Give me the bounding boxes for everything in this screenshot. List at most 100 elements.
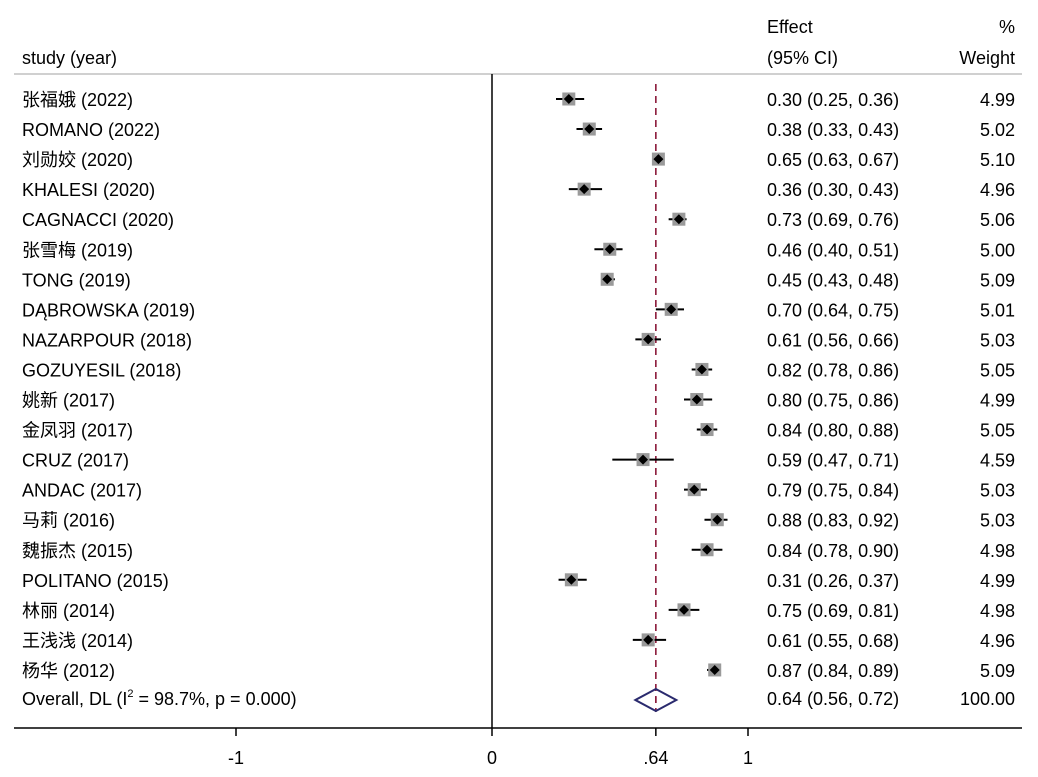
- effect-marker: [666, 304, 677, 315]
- study-row: KHALESI (2020) 0.36 (0.30, 0.43) 4.96: [22, 180, 1015, 200]
- study-label: KHALESI (2020): [22, 180, 155, 200]
- study-row: ANDAC (2017) 0.79 (0.75, 0.84) 5.03: [22, 481, 1015, 501]
- effect-marker: [653, 154, 664, 165]
- effect-marker: [602, 274, 613, 285]
- effect-marker: [563, 94, 574, 104]
- study-row: CAGNACCI (2020) 0.73 (0.69, 0.76) 5.06: [22, 210, 1015, 230]
- study-row: DĄBROWSKA (2019) 0.70 (0.64, 0.75) 5.01: [22, 300, 1015, 320]
- weight-text: 5.03: [980, 481, 1015, 501]
- effect-ci-text: 0.38 (0.33, 0.43): [767, 120, 899, 140]
- study-label: 刘勋姣 (2020): [22, 150, 133, 170]
- effect-ci-text: 0.84 (0.78, 0.90): [767, 541, 899, 561]
- weight-text: 5.02: [980, 120, 1015, 140]
- study-row: 杨华 (2012) 0.87 (0.84, 0.89) 5.09: [22, 661, 1015, 681]
- weight-text: 5.00: [980, 240, 1015, 260]
- x-tick-label: .64: [643, 748, 668, 768]
- overall-weight: 100.00: [960, 689, 1015, 709]
- study-label: NAZARPOUR (2018): [22, 330, 192, 350]
- effect-ci-text: 0.61 (0.55, 0.68): [767, 631, 899, 651]
- x-axis-ticks: -1 0 .64 1: [228, 728, 753, 768]
- effect-marker: [673, 214, 684, 225]
- study-row: 金凤羽 (2017) 0.84 (0.80, 0.88) 5.05: [22, 421, 1015, 441]
- weight-text: 4.98: [980, 541, 1015, 561]
- weight-text: 4.99: [980, 571, 1015, 591]
- study-label: 张福娥 (2022): [22, 90, 133, 110]
- study-label: 魏振杰 (2015): [22, 541, 133, 561]
- study-label: GOZUYESIL (2018): [22, 360, 181, 380]
- weight-text: 5.05: [980, 360, 1015, 380]
- study-row: 林丽 (2014) 0.75 (0.69, 0.81) 4.98: [22, 601, 1015, 621]
- effect-ci-text: 0.79 (0.75, 0.84): [767, 481, 899, 501]
- study-label: DĄBROWSKA (2019): [22, 300, 195, 320]
- study-row: 张福娥 (2022) 0.30 (0.25, 0.36) 4.99: [22, 90, 1015, 110]
- effect-ci-text: 0.82 (0.78, 0.86): [767, 360, 899, 380]
- effect-ci-text: 0.80 (0.75, 0.86): [767, 391, 899, 411]
- study-row: NAZARPOUR (2018) 0.61 (0.56, 0.66) 5.03: [22, 330, 1015, 350]
- effect-marker: [638, 454, 649, 465]
- study-label: TONG (2019): [22, 270, 131, 290]
- study-label: 林丽 (2014): [22, 601, 115, 621]
- effect-ci-text: 0.88 (0.83, 0.92): [767, 511, 899, 531]
- overall-row: Overall, DL (I2 = 98.7%, p = 0.000) 0.64…: [22, 687, 1015, 713]
- effect-ci-text: 0.46 (0.40, 0.51): [767, 240, 899, 260]
- effect-ci-text: 0.75 (0.69, 0.81): [767, 601, 899, 621]
- weight-column-header: Weight: [959, 48, 1015, 68]
- overall-label: Overall, DL (I2 = 98.7%, p = 0.000): [22, 688, 297, 709]
- effect-marker: [696, 364, 707, 375]
- effect-ci-text: 0.30 (0.25, 0.36): [767, 90, 899, 110]
- weight-text: 4.96: [980, 631, 1015, 651]
- effect-marker: [579, 184, 590, 195]
- weight-text: 4.59: [980, 451, 1015, 471]
- effect-ci-text: 0.36 (0.30, 0.43): [767, 180, 899, 200]
- weight-text: 5.09: [980, 270, 1015, 290]
- weight-text: 5.05: [980, 421, 1015, 441]
- effect-marker: [702, 424, 713, 435]
- study-label: 杨华 (2012): [22, 661, 115, 681]
- weight-text: 4.98: [980, 601, 1015, 621]
- weight-text: 4.96: [980, 180, 1015, 200]
- study-label: POLITANO (2015): [22, 571, 169, 591]
- effect-marker: [643, 634, 654, 645]
- study-row: CRUZ (2017) 0.59 (0.47, 0.71) 4.59: [22, 451, 1015, 471]
- effect-marker: [643, 334, 654, 345]
- weight-text: 5.06: [980, 210, 1015, 230]
- effect-ci-text: 0.84 (0.80, 0.88): [767, 421, 899, 441]
- study-row: 王浅浅 (2014) 0.61 (0.55, 0.68) 4.96: [22, 631, 1015, 651]
- study-label: CRUZ (2017): [22, 451, 129, 471]
- weight-text: 5.01: [980, 300, 1015, 320]
- effect-marker: [584, 124, 595, 135]
- study-row: 姚新 (2017) 0.80 (0.75, 0.86) 4.99: [22, 391, 1015, 411]
- effect-marker: [689, 484, 700, 495]
- weight-text: 5.10: [980, 150, 1015, 170]
- study-label: 金凤羽 (2017): [22, 421, 133, 441]
- effect-marker: [691, 394, 702, 405]
- effect-marker: [702, 544, 713, 555]
- effect-ci-text: 0.59 (0.47, 0.71): [767, 451, 899, 471]
- x-tick-label: 1: [743, 748, 753, 768]
- study-row: POLITANO (2015) 0.31 (0.26, 0.37) 4.99: [22, 571, 1015, 591]
- study-label: ANDAC (2017): [22, 481, 142, 501]
- study-row: 刘勋姣 (2020) 0.65 (0.63, 0.67) 5.10: [22, 150, 1015, 170]
- study-row: 魏振杰 (2015) 0.84 (0.78, 0.90) 4.98: [22, 541, 1015, 561]
- effect-ci-text: 0.45 (0.43, 0.48): [767, 270, 899, 290]
- study-row: TONG (2019) 0.45 (0.43, 0.48) 5.09: [22, 270, 1015, 290]
- weight-text: 5.03: [980, 330, 1015, 350]
- effect-ci-text: 0.73 (0.69, 0.76): [767, 210, 899, 230]
- effect-marker: [566, 574, 577, 585]
- weight-text: 5.09: [980, 661, 1015, 681]
- study-row: 张雪梅 (2019) 0.46 (0.40, 0.51) 5.00: [22, 240, 1015, 260]
- effect-marker: [679, 604, 689, 615]
- weight-text: 4.99: [980, 90, 1015, 110]
- effect-ci-text: 0.61 (0.56, 0.66): [767, 330, 899, 350]
- effect-column-header: Effect: [767, 17, 813, 37]
- study-label: 姚新 (2017): [22, 391, 115, 411]
- effect-ci-text: 0.70 (0.64, 0.75): [767, 300, 899, 320]
- effect-ci-text: 0.31 (0.26, 0.37): [767, 571, 899, 591]
- x-tick-label: -1: [228, 748, 244, 768]
- study-label: 王浅浅 (2014): [22, 631, 133, 651]
- study-label: ROMANO (2022): [22, 120, 160, 140]
- study-row: ROMANO (2022) 0.38 (0.33, 0.43) 5.02: [22, 120, 1015, 140]
- overall-ci-text: 0.64 (0.56, 0.72): [767, 689, 899, 709]
- study-label: 张雪梅 (2019): [22, 240, 133, 260]
